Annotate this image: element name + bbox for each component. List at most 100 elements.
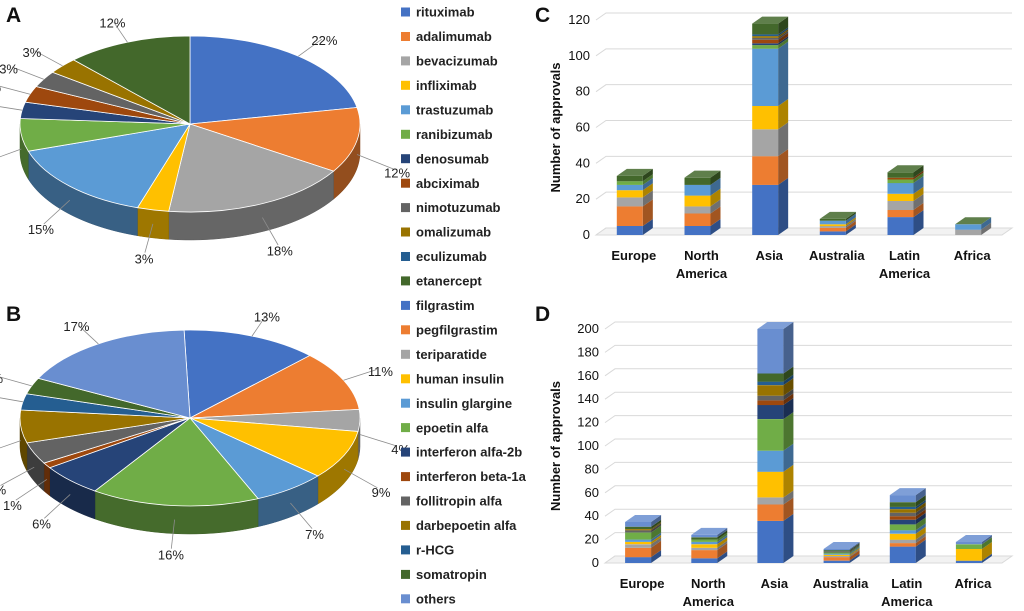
bar-d-bar-2-0	[757, 513, 794, 563]
pie-a-leader-0	[298, 38, 323, 57]
bar-c-bar-3-1	[819, 220, 856, 232]
bar-d-bar-2-2	[757, 490, 794, 505]
bar-d-category-4-1: America	[881, 594, 933, 609]
legend-label-3: infliximab	[416, 78, 477, 93]
legend-swatch-10	[401, 252, 410, 261]
bar-d-bar-2-5	[757, 412, 794, 451]
pie-b-slice-3	[189, 417, 359, 477]
pie-b-leader-7	[15, 479, 48, 501]
bar-d-ytick-10: 200	[577, 321, 599, 336]
bar-d-bar-4-7	[889, 509, 926, 520]
legend-label-16: insulin glargine	[416, 396, 512, 411]
pie-b-leader-10	[0, 397, 23, 403]
bar-c-category-4-0: Latin	[889, 248, 920, 263]
bar-d-bar-2-7	[757, 393, 794, 406]
pie-a-value-label-7: 3%	[0, 80, 2, 95]
pie-b-leader-8	[0, 466, 35, 486]
bar-d-bar-1-12	[691, 527, 728, 538]
bar-d-ytick-7: 140	[577, 391, 599, 406]
bar-c-bar-0-0	[616, 219, 653, 235]
legend-swatch-14	[401, 349, 410, 359]
bar-c-category-0-0: Europe	[611, 248, 656, 263]
legend-swatch-15	[401, 374, 410, 384]
pie-b-value-label-3: 9%	[372, 485, 391, 500]
pie-a-value-label-3: 3%	[135, 252, 154, 267]
bar-d-gridline-3	[604, 485, 1012, 494]
bar-c-bar-0-5	[616, 174, 653, 185]
legend-swatch-19	[401, 472, 410, 482]
bar-d-bar-2-3	[757, 464, 794, 498]
bar-c-bar-top-3	[819, 211, 856, 219]
pie-b-leader-1	[343, 369, 377, 381]
legend-label-6: denosumab	[416, 151, 489, 166]
pie-b-value-label-4: 7%	[305, 527, 324, 542]
bar-d-category-5-0: Africa	[954, 576, 992, 591]
pie-a-leader-2	[262, 217, 279, 246]
bar-d-bar-0-1	[625, 540, 662, 558]
bar-d-bar-3-5	[823, 545, 860, 554]
bar-c-gridline-2	[595, 155, 1012, 164]
pie-a-sides	[19, 123, 361, 241]
bar-c-bar-3-3	[819, 217, 856, 227]
bar-d-bar-top-5	[955, 534, 992, 542]
pie-b-value-label-6: 6%	[32, 516, 51, 531]
bar-c-category-2-0: Asia	[755, 248, 783, 263]
pie-a-value-label-9: 3%	[23, 45, 42, 60]
bar-c-gridline-6	[595, 12, 1012, 21]
bar-c-gridline-3	[595, 120, 1012, 128]
legend-swatch-21	[401, 520, 410, 530]
bar-d-bar-3-1	[823, 550, 860, 561]
bar-d-bar-4-2	[889, 532, 926, 544]
legend-swatch-5	[401, 129, 410, 139]
legend-label-19: interferon beta-1a	[416, 469, 527, 484]
legend-label-22: r-HCG	[416, 543, 454, 558]
bar-d-ytick-0: 0	[592, 555, 599, 570]
bar-d-bar-2-4	[757, 443, 794, 472]
legend-label-21: darbepoetin alfa	[416, 518, 517, 533]
bar-d-ytick-4: 80	[585, 461, 599, 476]
bar-c-bar-1-4	[684, 177, 721, 196]
bar-d-bar-4-6	[889, 512, 926, 525]
legend-label-11: etanercept	[416, 274, 482, 289]
bar-c-bar-top-0	[616, 168, 653, 176]
legend-label-15: human insulin	[416, 371, 504, 386]
bar-c-bar-4-5	[887, 172, 924, 184]
bar-c-bar-3-2	[819, 219, 856, 228]
bar-d-gridline-6	[604, 415, 1012, 424]
bar-d-bar-4-11	[889, 495, 926, 507]
bar-c-bar-0-1	[616, 199, 653, 227]
bar-c-ylabel: Number of approvals	[548, 62, 563, 192]
bar-c-bar-2-3	[752, 99, 789, 130]
legend-swatch-1	[401, 32, 410, 41]
bar-d-gridline-9	[604, 344, 1012, 353]
bar-d-bar-1-5	[691, 532, 728, 542]
bar-d-bar-2-12	[757, 322, 794, 374]
legend-label-7: abciximab	[416, 176, 480, 191]
pie-a-value-label-1: 12%	[384, 165, 410, 180]
bar-c-bar-1-11	[684, 170, 721, 185]
bar-d-category-2-0: Asia	[761, 576, 789, 591]
legend-label-0: rituximab	[416, 5, 475, 20]
legend-swatch-0	[401, 7, 410, 17]
bar-d-ylabel: Number of approvals	[548, 381, 563, 511]
legend-label-23: somatropin	[416, 567, 487, 582]
pie-b-slice-5	[94, 417, 259, 507]
bar-c-bar-5-2	[955, 222, 992, 235]
pie-a-value-label-4: 15%	[28, 222, 54, 237]
bar-c-bar-5-4	[955, 217, 992, 230]
pie-chart-a: 22%12%18%3%15%6%3%3%3%3%12%	[0, 16, 411, 267]
bar-d-category-0-0: Europe	[620, 576, 665, 591]
legend-swatch-12	[401, 300, 410, 310]
bar-d-bar-0-5	[625, 525, 662, 540]
pie-b-value-label-0: 13%	[254, 309, 280, 324]
legend-label-8: nimotuzumab	[416, 200, 501, 215]
bar-d-bar-2-1	[757, 497, 794, 521]
bar-c-bar-top-5	[955, 217, 992, 225]
pie-a-value-label-2: 18%	[267, 244, 293, 259]
bar-c-bar-2-0	[752, 177, 789, 235]
bar-d-bar-3-12	[823, 541, 860, 551]
bar-c-bar-3-11	[819, 211, 856, 221]
legend-label-9: omalizumab	[416, 225, 491, 240]
bar-c-category-1-0: North	[684, 248, 719, 263]
